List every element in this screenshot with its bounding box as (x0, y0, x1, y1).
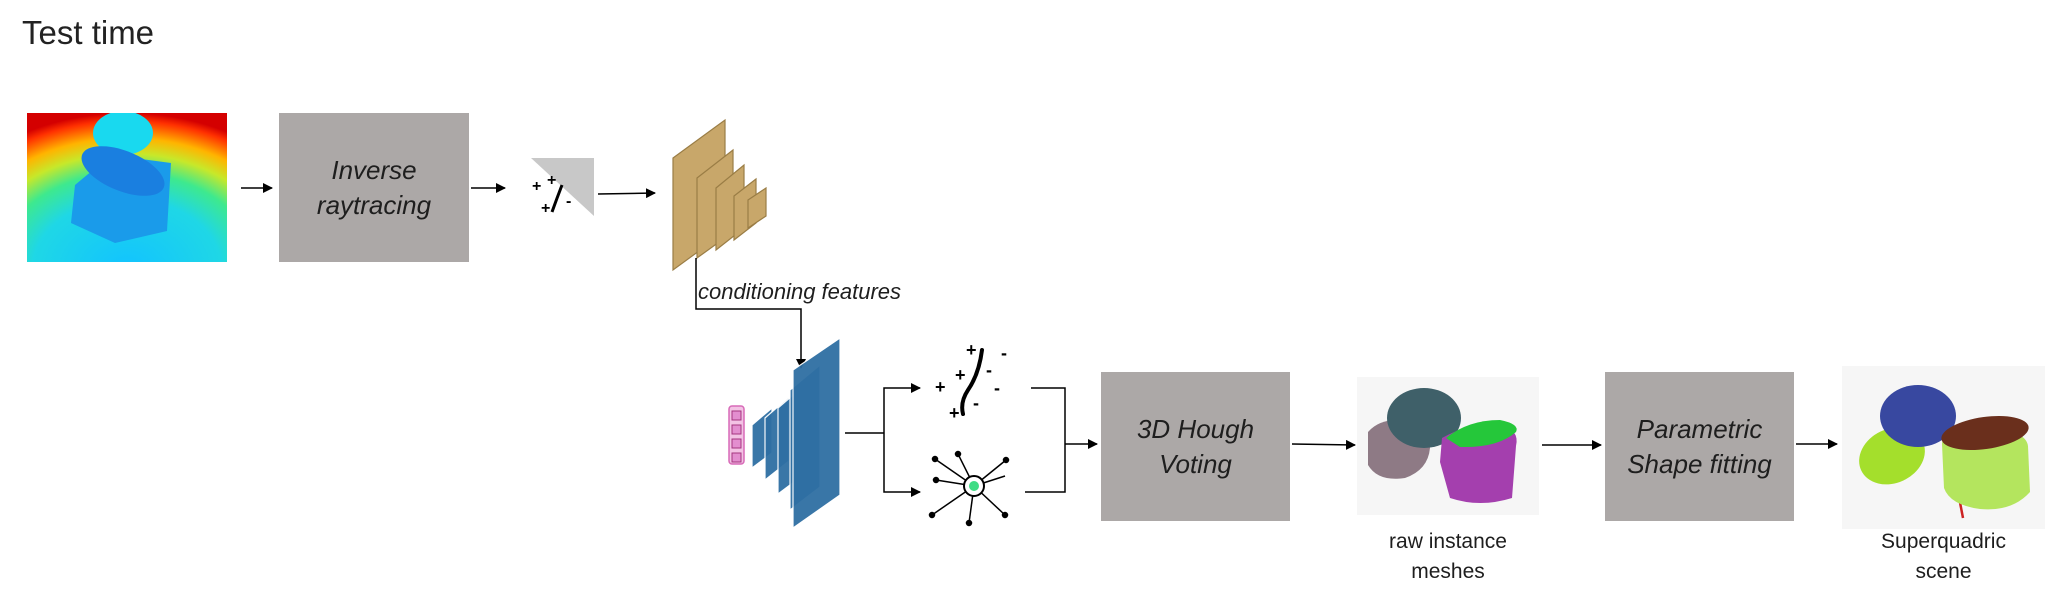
sdf-large-sign-5: - (1001, 343, 1007, 363)
parametric-fitting-box: Parametric Shape fitting (1605, 372, 1794, 521)
inverse-raytracing-box: Inverse raytracing (279, 113, 469, 262)
arrow-sdf-to-features (597, 188, 656, 199)
sdf-small-sign-3: + (541, 200, 551, 217)
network-plane-5 (792, 336, 841, 530)
parametric-fitting-line1: Parametric (1636, 413, 1763, 444)
page-title: Test time (22, 14, 155, 51)
inverse-raytracing-line1: Inverse (331, 154, 417, 185)
conditioning-connector (695, 258, 806, 369)
sdf-large-sign-7: - (994, 378, 1000, 398)
sdf-small-sign-1: + (532, 178, 542, 195)
superquadric-scene-image (1842, 366, 2045, 529)
raw-meshes-image (1357, 377, 1539, 515)
sdf-large-sign-2: + (955, 365, 966, 385)
merge-into-hough (1025, 387, 1098, 493)
inverse-raytracing-line2: raytracing (316, 189, 432, 220)
network-planes (751, 336, 841, 530)
sdf-small-sign-4: - (566, 193, 572, 210)
sdf-slice-icon (531, 158, 594, 216)
conditioning-features-label: conditioning features (698, 279, 902, 304)
feature-plane-5 (747, 186, 767, 230)
depth-map-image (27, 113, 227, 262)
superquadric-caption-line1: Superquadric (1881, 530, 2006, 553)
raw-meshes-caption-line2: meshes (1411, 560, 1485, 583)
hough-voting-line1: 3D Hough (1136, 413, 1255, 444)
parametric-fitting-line2: Shape fitting (1627, 448, 1772, 479)
superquadric-caption: Superquadric scene (1842, 527, 2045, 587)
feature-planes (672, 118, 767, 272)
sdf-large-sign-8: - (973, 393, 979, 413)
hough-voting-box: 3D Hough Voting (1101, 372, 1290, 521)
sdf-curve-icon (960, 348, 984, 416)
arrow-hough-to-meshes (1291, 439, 1356, 450)
sdf-small-sign-2: + (547, 172, 557, 189)
sdf-large-sign-1: + (966, 340, 977, 360)
sdf-large-sign-6: - (986, 360, 992, 380)
raw-meshes-caption: raw instance meshes (1357, 527, 1539, 587)
hough-voting-line2: Voting (1159, 448, 1232, 479)
sdf-large-sign-4: + (949, 403, 960, 423)
input-token-strip (728, 405, 745, 465)
raw-meshes-caption-line1: raw instance (1389, 530, 1507, 553)
network-output-split (845, 383, 921, 497)
sdf-large-sign-3: + (935, 377, 946, 397)
superquadric-caption-line2: scene (1915, 560, 1972, 583)
vote-star-icon (928, 450, 1010, 527)
vote-center-dot (969, 481, 979, 491)
